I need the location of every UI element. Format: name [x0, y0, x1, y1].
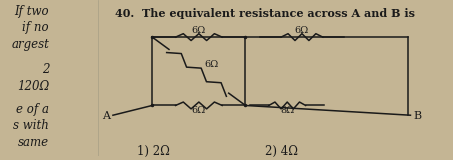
- Text: A: A: [102, 111, 110, 121]
- Text: if no: if no: [23, 21, 49, 35]
- Text: same: same: [18, 136, 49, 149]
- Text: 2: 2: [42, 64, 49, 76]
- Text: 8Ω: 8Ω: [280, 106, 294, 115]
- Text: 6Ω: 6Ω: [192, 26, 206, 35]
- Text: 2) 4Ω: 2) 4Ω: [265, 144, 298, 158]
- Text: 1) 2Ω: 1) 2Ω: [137, 144, 170, 158]
- Text: e of a: e of a: [16, 103, 49, 116]
- Text: 6Ω: 6Ω: [192, 106, 206, 115]
- Text: If two: If two: [14, 5, 49, 18]
- Text: 40.  The equivalent resistance across A and B is: 40. The equivalent resistance across A a…: [115, 8, 415, 19]
- Text: 120Ω: 120Ω: [17, 80, 49, 93]
- Text: 6Ω: 6Ω: [295, 26, 309, 35]
- Text: argest: argest: [11, 38, 49, 51]
- Text: 6Ω: 6Ω: [205, 60, 219, 69]
- Text: s with: s with: [13, 119, 49, 132]
- Text: B: B: [414, 111, 422, 121]
